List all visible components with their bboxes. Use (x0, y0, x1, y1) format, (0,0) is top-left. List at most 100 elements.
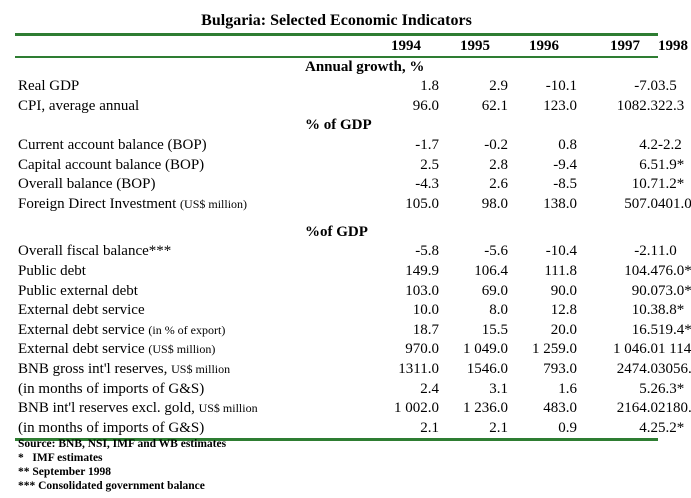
data-row: CPI, average annual 96.0 62.1 123.0 1082.3 22… (15, 97, 684, 117)
value-cell: 10.3 (631, 302, 658, 319)
value-cell: 6.5 (639, 156, 658, 173)
label-text: BNB gross int'l reserves, (18, 360, 168, 377)
label-text: Public debt (18, 262, 86, 279)
data-row: Capital account balance (BOP) 2.5 2.8 -9.4 6… (15, 156, 684, 176)
value-cell: -8.5 (553, 176, 577, 193)
section-spacer (508, 116, 577, 136)
value-cell: 123.0 (543, 97, 577, 114)
row-label: (in months of imports of G&S) (15, 380, 376, 400)
year-header: 1997 (610, 37, 640, 54)
section-heading: % of GDP (305, 117, 372, 134)
label-text: (in months of imports of G&S) (18, 380, 205, 397)
value-cell: 483.0 (543, 400, 577, 417)
section-spacer (508, 214, 577, 242)
footnote: *** Consolidated government balance (18, 480, 205, 492)
value-cell: 20.0 (550, 321, 577, 338)
value-cell: 15.5 (481, 321, 508, 338)
value-cell: 90.0 (631, 282, 658, 299)
value-cell: 4.2 (639, 419, 658, 436)
value-cell: 10.7 (631, 176, 658, 193)
data-row: Current account balance (BOP) -1.7 -0.2 0.8… (15, 136, 682, 156)
value-cell: 1.6 (558, 380, 577, 397)
label-text: External debt service (18, 302, 145, 319)
value-cell: 98.0 (481, 195, 508, 212)
value-cell: -1.7 (415, 136, 439, 153)
label-note: (in % of export) (148, 322, 226, 337)
value-cell: 105.0 (405, 195, 439, 212)
data-row: Foreign Direct Investment (US$ million) 1… (15, 195, 691, 215)
value-cell: -7.0 (634, 78, 658, 95)
row-label: CPI, average annual (15, 97, 376, 117)
title: Bulgaria: Selected Economic Indicators (201, 12, 472, 29)
header-row: 1994 1995 1996 1997 1998 (15, 34, 688, 57)
data-row: BNB gross int'l reserves, US$ million 131… (15, 360, 691, 380)
value-cell: 2.4 (420, 380, 439, 397)
value-cell: 5.2 (639, 380, 658, 397)
value-cell: 1 049.0 (463, 341, 508, 358)
value-cell: 3.1 (489, 380, 508, 397)
footnotes: Source: BNB, NSI, IMF and WB estimates * … (18, 437, 226, 493)
label-text: Current account balance (BOP) (18, 136, 207, 153)
value-cell: 62.1 (481, 97, 508, 114)
row-label: Capital account balance (BOP) (15, 156, 376, 176)
value-cell: 2.8 (489, 156, 508, 173)
value-cell: -4.3 (415, 176, 439, 193)
value-cell: 10.0 (412, 302, 439, 319)
row-label: External debt service (15, 301, 376, 321)
value-cell: 1.8 (420, 78, 439, 95)
value-cell: 1546.0 (466, 360, 508, 377)
section-heading: %of GDP (305, 223, 368, 240)
year-header: 1994 (391, 37, 421, 54)
section-row: % of GDP (15, 116, 658, 136)
row-label: External debt service (in % of export) (15, 321, 376, 341)
data-row: BNB int'l reserves excl. gold, US$ milli… (15, 399, 691, 419)
row-label: BNB int'l reserves excl. gold, US$ milli… (15, 399, 376, 419)
data-row: Overall fiscal balance*** -5.8 -5.6 -10.4 -2… (15, 242, 677, 262)
value-cell: 138.0 (543, 195, 577, 212)
label-text: Overall balance (BOP) (18, 176, 156, 193)
value-cell: 1 002.0 (394, 400, 439, 417)
label-text: Overall fiscal balance*** (18, 243, 172, 260)
value-cell: 90.0 (550, 282, 577, 299)
value-cell: 507.0 (624, 195, 658, 212)
value-cell: -0.2 (484, 136, 508, 153)
section-heading: Annual growth, % (305, 58, 425, 75)
row-label: Public debt (15, 262, 376, 282)
value-cell: 2.9 (489, 78, 508, 95)
row-label: Public external debt (15, 282, 376, 302)
row-label: Overall balance (BOP) (15, 175, 376, 195)
value-cell: 106.4 (474, 262, 508, 279)
value-cell: 970.0 (405, 341, 439, 358)
label-text: Real GDP (18, 78, 80, 95)
data-row: (in months of imports of G&S) 2.1 2.1 0.9 4.… (15, 419, 684, 440)
data-row: Real GDP 1.8 2.9 -10.1 -7.0 3.5 (15, 77, 677, 97)
value-cell: 2164.0 (616, 400, 658, 417)
section-row: %of GDP (15, 214, 658, 242)
value-cell: -9.4 (553, 156, 577, 173)
label-text: Capital account balance (BOP) (18, 156, 205, 173)
data-row: Overall balance (BOP) -4.3 2.6 -8.5 10.7 1.2* (15, 175, 684, 195)
row-label: (in months of imports of G&S) (15, 419, 376, 440)
value-cell: 18.7 (412, 321, 439, 338)
value-cell: 103.0 (405, 282, 439, 299)
label-text: Foreign Direct Investment (18, 195, 177, 212)
label-text: BNB int'l reserves excl. gold, (18, 400, 195, 417)
value-cell: -5.6 (484, 243, 508, 260)
value-cell: 149.9 (405, 262, 439, 279)
value-cell: 2.5 (420, 156, 439, 173)
data-row: (in months of imports of G&S) 2.4 3.1 1.6 5.… (15, 380, 684, 400)
indicator-table: 1994 1995 1996 1997 1998 Annual growth, % Real… (15, 33, 691, 441)
value-cell: 1311.0 (398, 360, 439, 377)
value-cell: 1 046.0 (613, 341, 658, 358)
row-label: Foreign Direct Investment (US$ million) (15, 195, 376, 215)
section-row: Annual growth, % (15, 57, 658, 78)
value-cell: 111.8 (544, 262, 577, 279)
value-cell: -10.1 (545, 78, 577, 95)
value-cell: 96.0 (412, 97, 439, 114)
data-row: Public external debt 103.0 69.0 90.0 90.0 73.… (15, 282, 691, 302)
year-header: 1995 (460, 37, 490, 54)
section-spacer (577, 57, 658, 78)
value-cell: 69.0 (481, 282, 508, 299)
row-label: External debt service (US$ million) (15, 340, 376, 360)
